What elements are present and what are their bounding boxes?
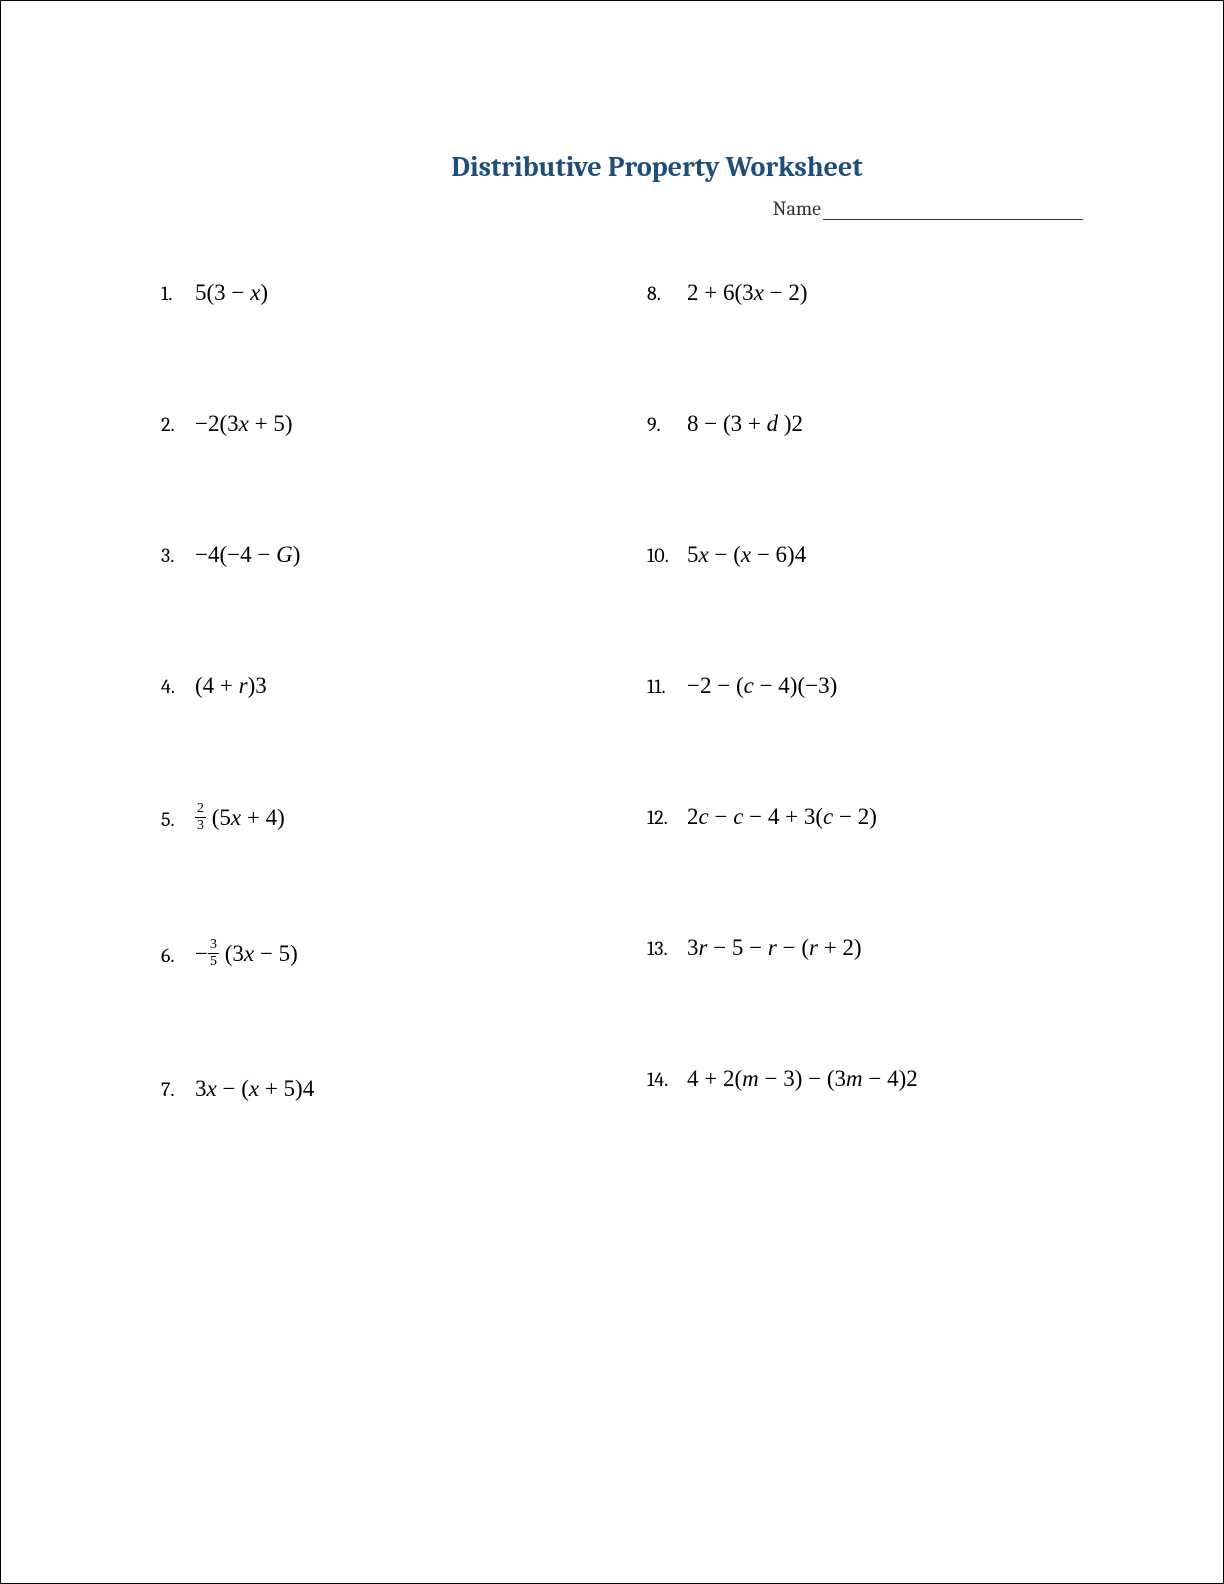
problem-number: 4. [161, 675, 195, 698]
problem-number: 5. [161, 808, 195, 831]
problem-number: 7. [161, 1078, 195, 1101]
problem-number: 2. [161, 413, 195, 436]
problem-row: 8.2 + 6(3x − 2) [647, 280, 1093, 306]
problem-row: 14.4 + 2(m − 3) − (3m − 4)2 [647, 1066, 1093, 1092]
problem-expression: 5(3 − x) [195, 280, 268, 306]
problem-row: 2.−2(3x + 5) [161, 411, 607, 437]
problem-row: 11.−2 − (c − 4)(−3) [647, 673, 1093, 699]
problem-expression: 3r − 5 − r − (r + 2) [687, 935, 862, 961]
problem-expression: 8 − (3 + d )2 [687, 411, 803, 437]
name-label: Name [773, 197, 821, 220]
problem-expression: 5x − (x − 6)4 [687, 542, 806, 568]
problem-expression: −35 (3x − 5) [195, 940, 298, 971]
problem-number: 11. [647, 675, 687, 698]
problem-expression: 2 + 6(3x − 2) [687, 280, 808, 306]
problem-number: 3. [161, 544, 195, 567]
problem-expression: −2(3x + 5) [195, 411, 293, 437]
problem-columns: 1.5(3 − x) 2.−2(3x + 5) 3.−4(−4 − G) 4.(4 +… [161, 280, 1093, 1207]
problem-number: 14. [647, 1068, 687, 1091]
worksheet-page: Distributive Property Worksheet Name 1.5… [0, 0, 1224, 1584]
problem-expression: 2c − c − 4 + 3(c − 2) [687, 804, 877, 830]
problem-expression: 3x − (x + 5)4 [195, 1076, 314, 1102]
problem-expression: −2 − (c − 4)(−3) [687, 673, 837, 699]
problem-number: 12. [647, 806, 687, 829]
name-blank[interactable] [823, 219, 1083, 220]
left-column: 1.5(3 − x) 2.−2(3x + 5) 3.−4(−4 − G) 4.(4 +… [161, 280, 607, 1207]
problem-expression: −4(−4 − G) [195, 542, 300, 568]
problem-number: 1. [161, 282, 195, 305]
name-field-row: Name [161, 197, 1093, 220]
problem-expression: (4 + r)3 [195, 673, 267, 699]
page-title: Distributive Property Worksheet [221, 151, 1093, 183]
problem-row: 12.2c − c − 4 + 3(c − 2) [647, 804, 1093, 830]
problem-row: 9.8 − (3 + d )2 [647, 411, 1093, 437]
problem-row: 5.23 (5x + 4) [161, 804, 607, 835]
problem-number: 6. [161, 944, 195, 967]
problem-row: 6.−35 (3x − 5) [161, 940, 607, 971]
problem-number: 8. [647, 282, 687, 305]
problem-number: 13. [647, 937, 687, 960]
problem-row: 4.(4 + r)3 [161, 673, 607, 699]
problem-number: 9. [647, 413, 687, 436]
right-column: 8.2 + 6(3x − 2) 9.8 − (3 + d )2 10.5x − (x… [647, 280, 1093, 1207]
problem-row: 13.3r − 5 − r − (r + 2) [647, 935, 1093, 961]
problem-row: 3.−4(−4 − G) [161, 542, 607, 568]
problem-row: 1.5(3 − x) [161, 280, 607, 306]
problem-expression: 4 + 2(m − 3) − (3m − 4)2 [687, 1066, 918, 1092]
problem-number: 10. [647, 544, 687, 567]
problem-row: 10.5x − (x − 6)4 [647, 542, 1093, 568]
problem-expression: 23 (5x + 4) [195, 804, 285, 835]
problem-row: 7.3x − (x + 5)4 [161, 1076, 607, 1102]
